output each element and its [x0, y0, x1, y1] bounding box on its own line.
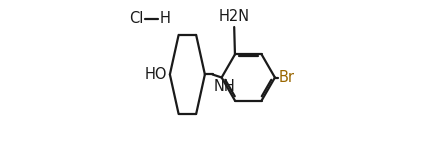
Text: HO: HO — [145, 67, 167, 82]
Text: H: H — [160, 11, 170, 26]
Text: H2N: H2N — [218, 9, 250, 24]
Text: Br: Br — [278, 70, 294, 85]
Text: Cl: Cl — [129, 11, 144, 26]
Text: NH: NH — [214, 79, 236, 94]
